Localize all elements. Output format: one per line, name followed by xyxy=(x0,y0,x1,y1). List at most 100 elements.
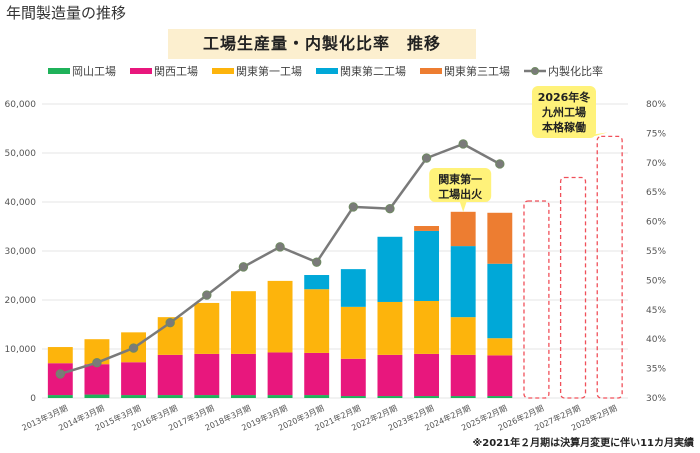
bar-segment xyxy=(487,338,513,356)
bar-segment xyxy=(487,263,513,339)
ratio-point xyxy=(348,202,359,212)
y-right-tick-label: 80% xyxy=(646,100,666,110)
callout-box xyxy=(429,168,492,202)
legend-line-marker xyxy=(531,67,539,75)
bar-segment xyxy=(304,289,330,353)
bar-segment xyxy=(121,395,147,398)
bar-segment xyxy=(414,226,440,231)
bar-segment xyxy=(377,354,403,397)
bar-segment xyxy=(487,212,513,264)
legend-swatch xyxy=(212,68,234,74)
bar-segment xyxy=(230,353,256,396)
bar-segment xyxy=(414,396,440,398)
y-right-tick-label: 35% xyxy=(646,365,666,375)
bar-segment xyxy=(414,353,440,397)
bar-segment xyxy=(157,395,183,398)
forecast-placeholder-bar xyxy=(596,135,623,399)
y-left-tick-label: 50,000 xyxy=(5,149,37,159)
bar-segment xyxy=(194,395,220,398)
bar-segment xyxy=(304,395,330,398)
bar-segment xyxy=(121,362,147,396)
bar-segment xyxy=(414,300,440,354)
callout-box xyxy=(532,86,596,138)
bar-segment xyxy=(487,355,513,397)
y-right-tick-label: 55% xyxy=(646,247,666,257)
legend-swatch xyxy=(48,68,70,74)
ratio-point xyxy=(311,257,322,267)
callout-text: 工場出火 xyxy=(438,187,483,201)
bar-segment xyxy=(267,280,293,353)
legend-label: 関東第三工場 xyxy=(444,64,510,78)
chart-title: 工場生産量・内製化比率 推移 xyxy=(168,29,476,59)
footnote: ※2021年２月期は決算月変更に伴い11カ月実績 xyxy=(473,436,694,449)
bar-segment xyxy=(157,354,183,396)
bar-segment xyxy=(84,364,110,395)
y-right-tick-label: 40% xyxy=(646,335,666,345)
callout-text: 関東第一 xyxy=(438,172,482,186)
bar-segment xyxy=(414,230,440,301)
legend-label: 関東第二工場 xyxy=(340,64,406,78)
callout-pointer xyxy=(459,200,468,212)
y-right-tick-label: 60% xyxy=(646,218,666,228)
bar-segment xyxy=(340,358,366,397)
y-left-tick-label: 30,000 xyxy=(5,247,37,257)
forecast-placeholder-bar xyxy=(523,200,550,399)
ratio-point xyxy=(385,203,395,214)
callout-text: 本格稼働 xyxy=(542,120,586,134)
bar-segment xyxy=(450,354,476,397)
bar-segment xyxy=(450,211,476,247)
bar-segment xyxy=(84,394,110,398)
ratio-point xyxy=(421,153,432,163)
ratio-point xyxy=(128,343,139,353)
ratio-point xyxy=(495,159,505,169)
y-right-tick-label: 30% xyxy=(646,394,666,404)
ratio-point xyxy=(275,242,285,252)
y-left-tick-label: 10,000 xyxy=(5,345,37,355)
bar-segment xyxy=(230,291,256,354)
legend-swatch xyxy=(316,68,338,74)
bar-segment xyxy=(450,246,476,318)
y-left-tick-label: 0 xyxy=(30,394,36,404)
y-right-tick-label: 65% xyxy=(646,188,666,198)
bar-segment xyxy=(47,363,73,396)
bar-segment xyxy=(340,306,366,359)
legend-label: 岡山工場 xyxy=(72,65,116,78)
bar-segment xyxy=(487,396,513,398)
callout-text: 2026年冬 xyxy=(538,90,591,104)
callout-text: 九州工場 xyxy=(541,105,586,119)
ratio-point xyxy=(458,139,468,149)
bar-segment xyxy=(267,395,293,398)
y-right-tick-label: 50% xyxy=(646,276,666,286)
y-right-tick-label: 45% xyxy=(646,306,666,316)
bar-segment xyxy=(230,395,256,398)
ratio-point xyxy=(238,262,249,272)
legend-swatch xyxy=(420,68,442,74)
bar-segment xyxy=(47,347,73,364)
bar-segment xyxy=(194,302,220,354)
ratio-point xyxy=(165,318,175,328)
bar-segment xyxy=(267,352,293,396)
legend-label: 内製化比率 xyxy=(548,64,603,78)
bar-segment xyxy=(450,396,476,398)
legend-label: 関東第一工場 xyxy=(236,64,302,78)
bar-segment xyxy=(377,236,403,302)
bar-segment xyxy=(450,317,476,355)
y-right-tick-label: 75% xyxy=(646,129,666,139)
page-title: 年間製造量の推移 xyxy=(6,4,127,22)
legend-label: 関西工場 xyxy=(154,65,198,78)
bar-segment xyxy=(377,396,403,398)
bar-segment xyxy=(304,352,330,396)
bar-segment xyxy=(304,275,330,290)
y-left-tick-label: 60,000 xyxy=(5,100,37,110)
y-left-tick-label: 20,000 xyxy=(5,296,37,306)
bar-segment xyxy=(47,395,73,398)
bar-segment xyxy=(377,301,403,355)
forecast-placeholder-bar xyxy=(559,176,587,399)
ratio-point xyxy=(92,358,102,368)
bar-segment xyxy=(340,269,366,307)
bar-segment xyxy=(340,396,366,398)
legend-swatch xyxy=(130,68,152,74)
ratio-point xyxy=(55,369,66,379)
bar-segment xyxy=(194,353,220,396)
